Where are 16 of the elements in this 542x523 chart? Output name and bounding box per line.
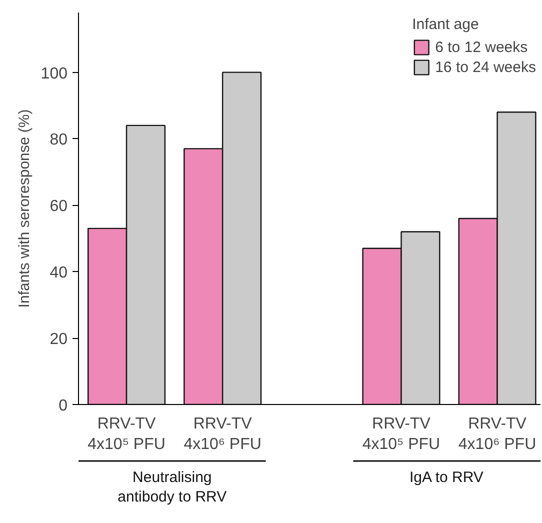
y-tick-label: 0 [58,398,68,414]
x-tick-label: RRV-TV 4x10⁵ PFU [88,416,166,453]
x-tick-label: RRV-TV 4x10⁵ PFU [362,416,440,453]
y-tick-label: 60 [50,198,68,216]
text: Neutralising antibody to RRV [118,469,227,506]
text: IgA to RRV [409,469,484,486]
y-axis-title: Infants with seroresponse (%) [16,109,33,308]
y-tick-label: 80 [50,132,68,149]
x-tick-label: RRV-TV 4x10⁶ PFU [458,416,536,453]
legend-label: 6 to 12 weeks [435,38,528,56]
x-tick-label: RRV-TV 4x10⁶ PFU [184,416,262,453]
legend-title: Infant age [412,16,480,33]
y-tick-label: 100 [40,65,68,82]
y-tick-label: 20 [50,331,68,348]
legend-label: 16 to 24 weeks [435,58,536,76]
y-tick-label: 40 [50,264,68,282]
